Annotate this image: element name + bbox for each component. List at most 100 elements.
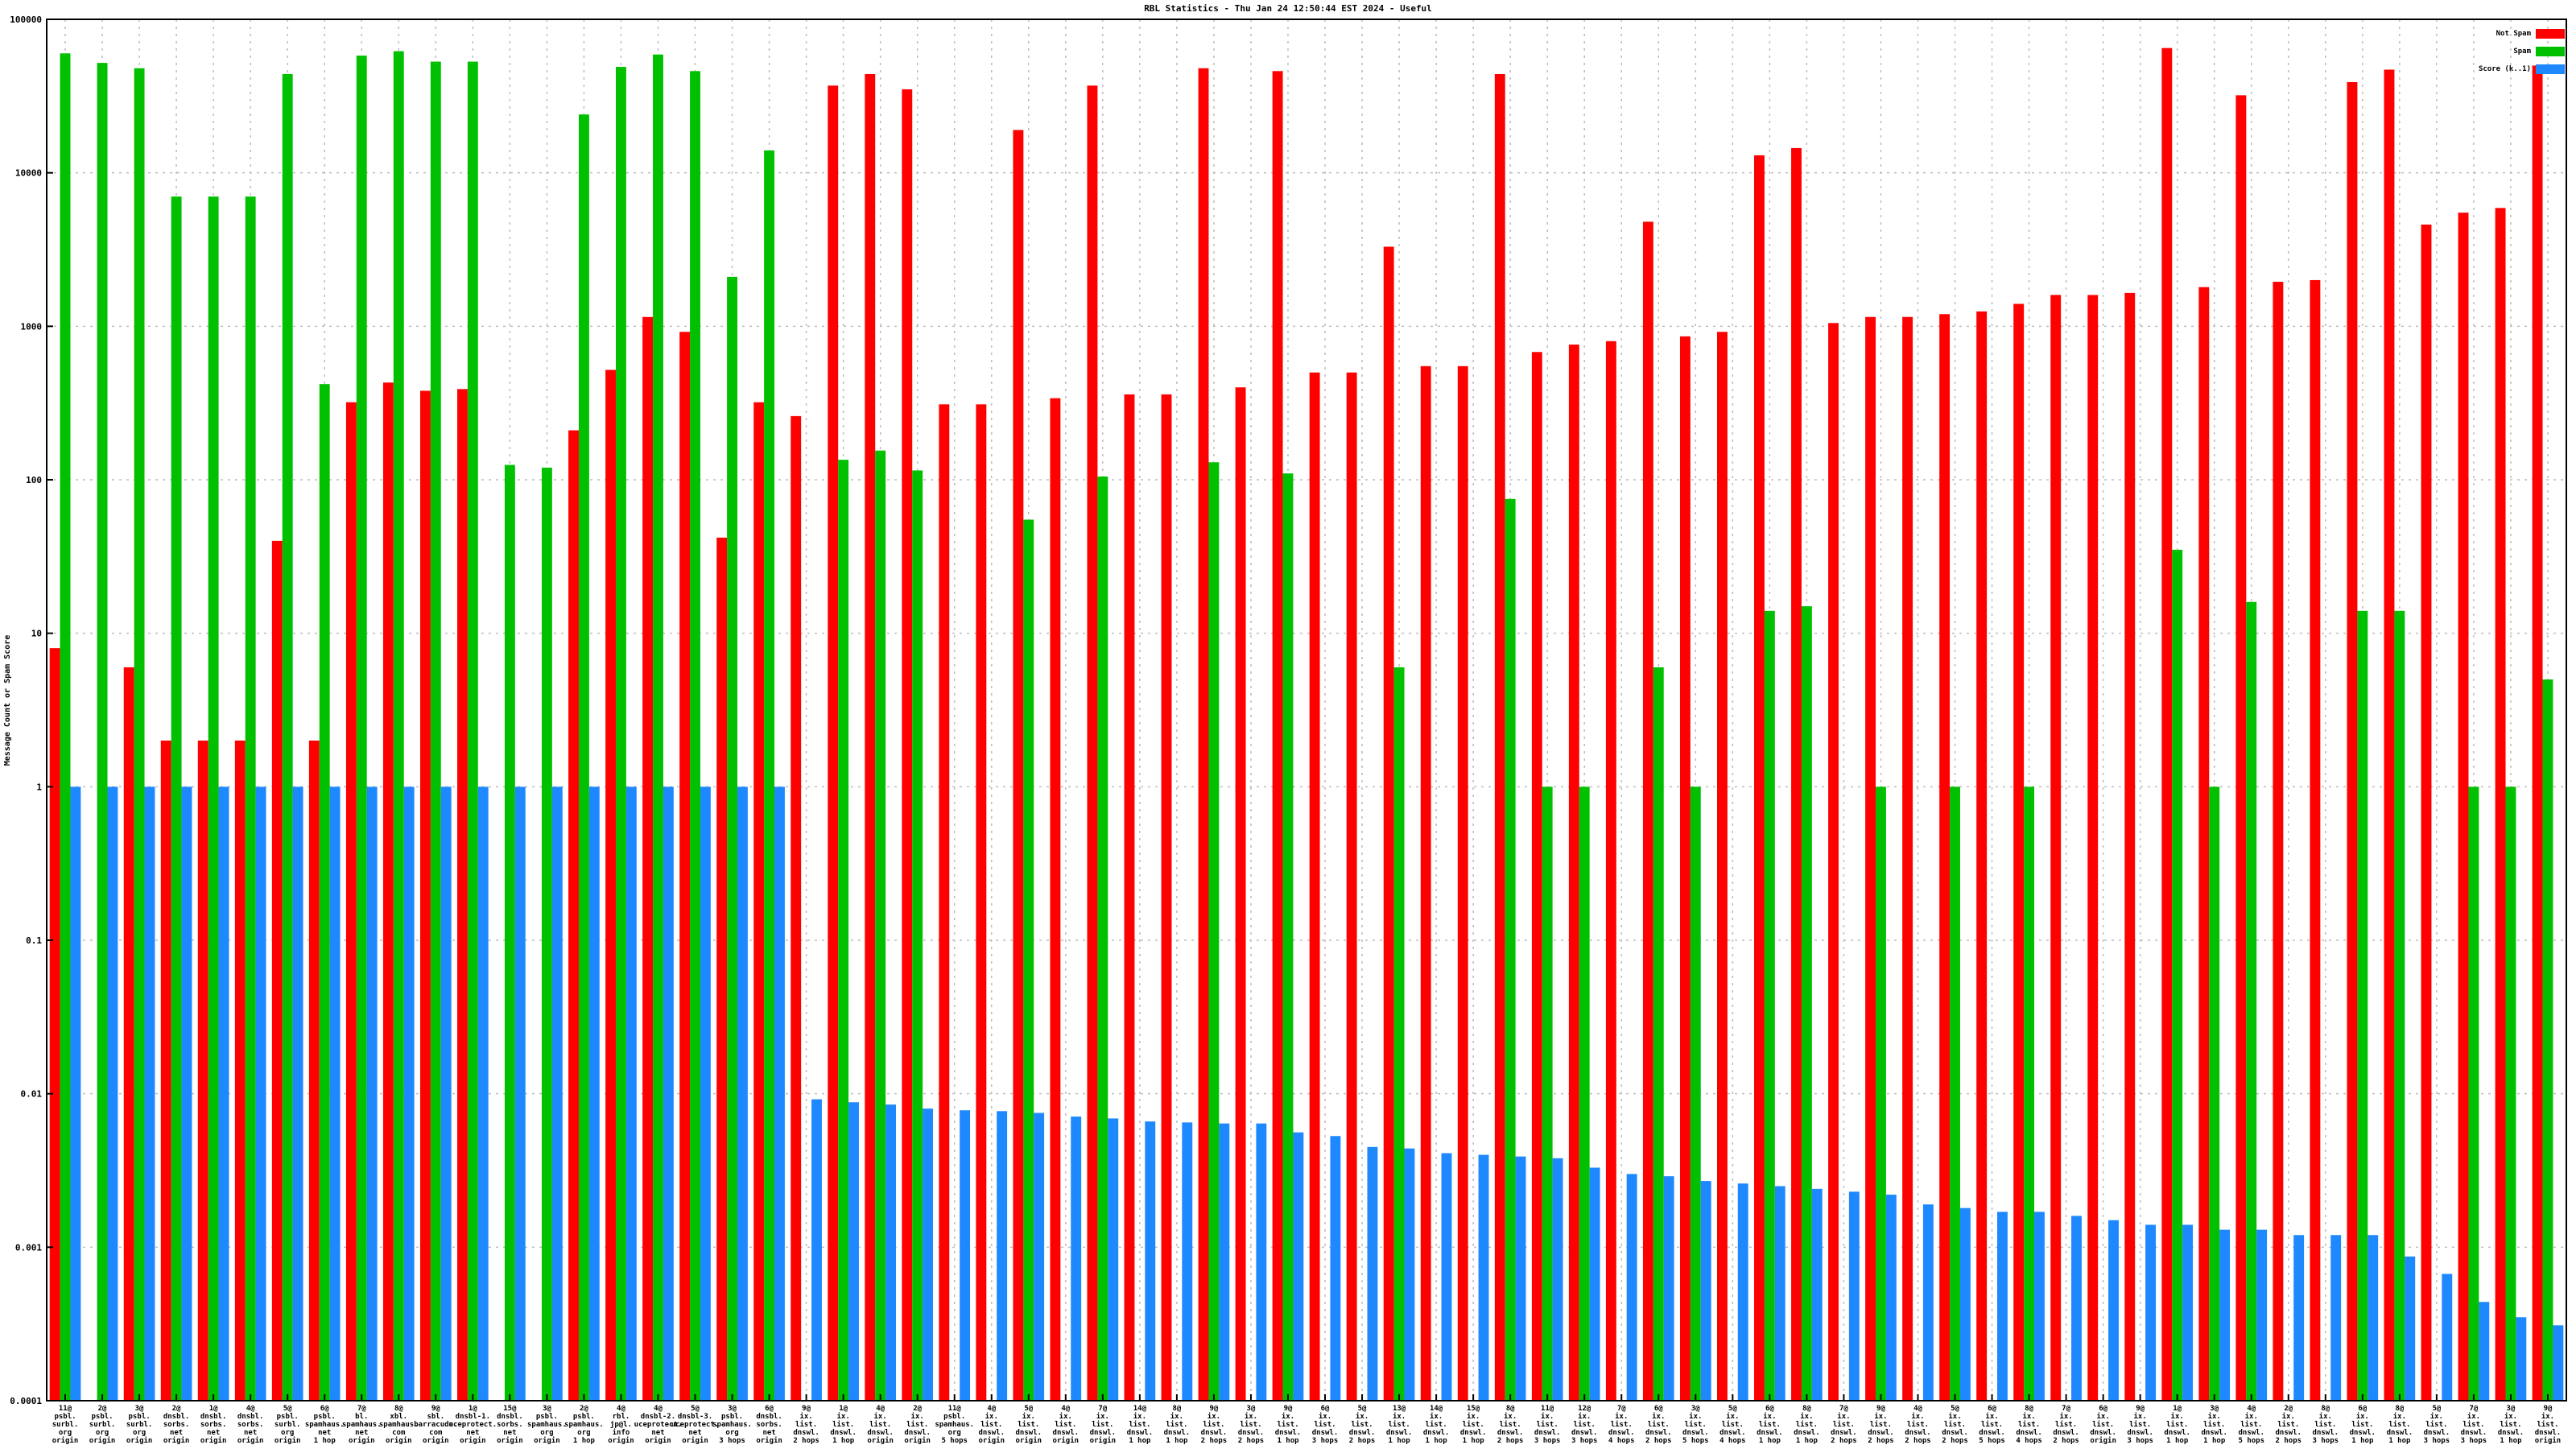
category-label-line: dnsbl. [163,1413,190,1421]
category-label: 8@ ix. list. dnswl. 1 hop [2387,1405,2413,1445]
category-label-line: 1 hop [1389,1437,1411,1445]
category-label-line: ix. [1282,1412,1294,1421]
category-label-line: 8@ [2321,1405,2330,1413]
category-label-line: ix. [1504,1412,1517,1421]
category-label-line: dnswl. [2350,1429,2376,1437]
category-label-line: 6@ [1988,1405,1996,1413]
bar [208,196,219,1402]
bar [356,56,367,1401]
y-tick-label: 0.0001 [10,1396,42,1406]
category-label-line: surbl. [52,1421,79,1429]
category-label: 8@ xbl. spamhaus. com origin [379,1405,419,1445]
category-label-line: ix. [2541,1412,2554,1421]
bar [960,1110,971,1401]
category-label: 9@ sbl. barracuda. com origin [414,1405,457,1445]
category-label-line: list. [1611,1420,1633,1429]
category-label: 7@ ix. list. dnswl. origin [1090,1405,1117,1445]
category-label-line: bl. [355,1413,368,1421]
category-label-line: spamhaus. [379,1421,419,1429]
bar [1717,332,1728,1401]
category-label-line: 2@ [913,1405,922,1413]
bar [1754,155,1765,1402]
bar [345,402,357,1402]
category-label-line: origin [237,1436,264,1445]
bar [2468,786,2479,1401]
category-label-line: ix. [1911,1412,1924,1421]
category-label-line: ix. [1541,1412,1554,1421]
category-label-line: ix. [2059,1412,2072,1421]
category-label-line: rbl. [613,1413,630,1421]
category-label-line: dnswl. [1942,1429,1968,1437]
bar [1865,316,1876,1402]
category-label-line: 1 hop [832,1437,855,1445]
category-label: 11@ ix. list. dnswl. 3 hops [1534,1405,1561,1445]
category-label-line: 15@ [503,1405,517,1413]
category-label: 6@ psbl. spamhaus. net 1 hop [305,1405,345,1445]
bar [1996,1212,2008,1401]
category-label-line: 9@ [1210,1405,1219,1413]
category-label-line: dnswl. [1127,1429,1154,1437]
bar [1330,1136,1341,1401]
bar [1542,786,1553,1401]
bar [1531,352,1542,1401]
category-label-line: dnswl. [1275,1429,1302,1437]
bar [1293,1132,1304,1401]
category-label: 8@ ix. list. dnswl. 1 hop [1794,1405,1820,1445]
category-label-line: dnsbl. [756,1413,782,1421]
bar [1272,71,1283,1402]
category-label: 9@ ix. list. dnswl. 2 hops [793,1405,819,1445]
bar [1282,473,1294,1401]
category-label-line: 4@ [1061,1405,1070,1413]
category-label-line: list. [1018,1420,1039,1429]
bar [1309,372,1320,1401]
category-label-line: list. [1759,1420,1781,1429]
bar [366,786,378,1401]
bar [902,89,913,1401]
category-label: 6@ ix. list. dnswl. origin [2090,1405,2116,1445]
bar [403,786,415,1401]
bar [1653,667,1664,1401]
category-label-line: sbl. [427,1413,444,1421]
category-label-line: 2 hops [2053,1437,2079,1445]
bar [1087,85,1098,1401]
category-label-line: dnswl. [1349,1429,1376,1437]
bar [1626,1174,1637,1401]
bar [1568,345,1579,1401]
bar [679,332,691,1401]
category-label-line: dnswl. [1831,1429,1857,1437]
category-label-line: net [244,1429,257,1437]
category-label-line: origin [534,1436,560,1445]
bar [292,786,303,1401]
category-label-line: list. [1537,1420,1558,1429]
category-label-line: com [429,1429,443,1437]
category-label-line: sorbs. [756,1421,782,1429]
category-label-line: 4@ [876,1405,885,1413]
bar [123,667,134,1401]
category-label-line: 14@ [1430,1405,1443,1413]
category-label: 1@ ix. list. dnswl. 1 hop [830,1405,857,1445]
category-label-line: org [133,1429,146,1437]
category-label-line: 6@ [765,1405,774,1413]
bar [2161,47,2173,1402]
bar [271,540,283,1401]
category-label-line: 3 hops [2127,1437,2153,1445]
bar [457,389,468,1401]
bar [737,786,748,1401]
category-label-line: list. [1981,1420,2003,1429]
y-tick-label: 1000 [21,321,43,332]
bar [477,786,489,1401]
bar [588,786,600,1401]
category-label-line: ix. [2245,1412,2258,1421]
bar [753,402,765,1402]
category-label-line: 1@ [839,1405,848,1413]
legend-swatch [2536,47,2565,56]
category-label: 9@ ix. list. dnswl. 2 hops [1868,1405,1894,1445]
category-label-line: net [207,1429,220,1437]
category-label: 13@ ix. list. dnswl. 1 hop [1386,1405,1413,1445]
bar [514,786,526,1401]
category-label-line: 3 hops [2424,1437,2450,1445]
category-label-line: 4@ [617,1405,625,1413]
category-label-line: spamhaus. [305,1421,345,1429]
category-label-line: dnswl. [2238,1429,2264,1437]
